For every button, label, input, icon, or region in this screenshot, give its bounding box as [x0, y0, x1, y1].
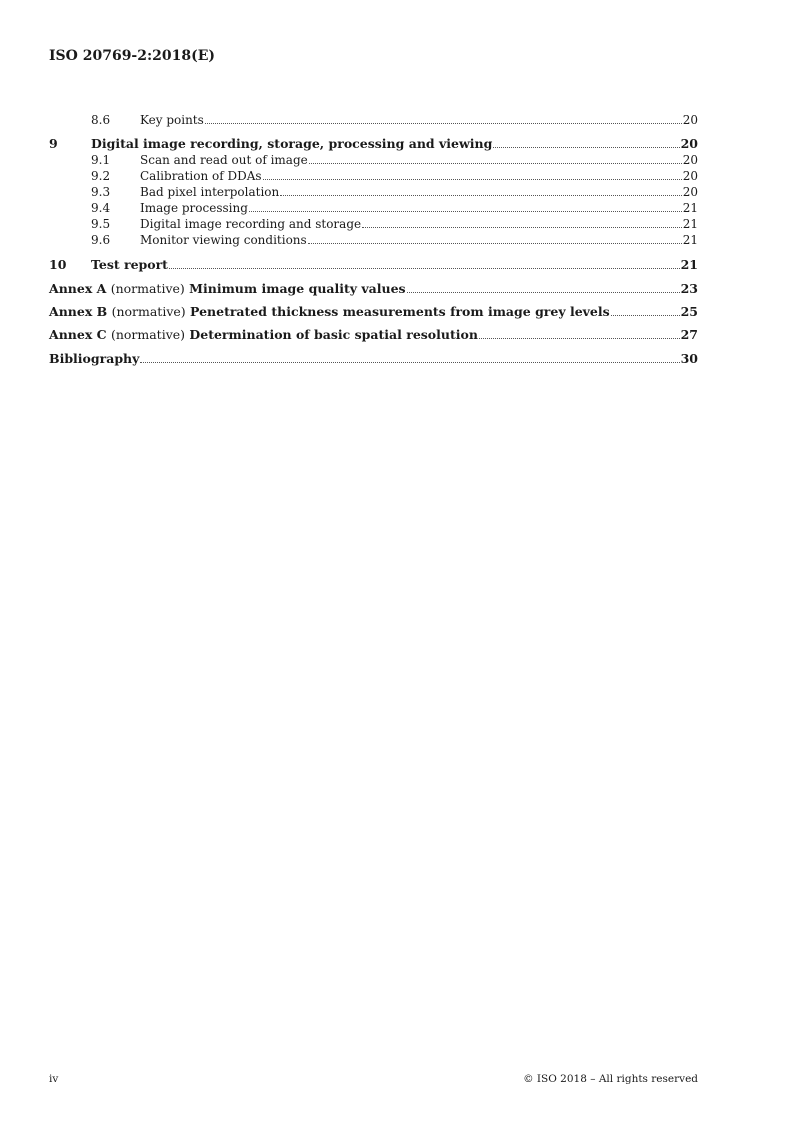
toc-page: 20 [682, 169, 698, 183]
toc-page: 20 [680, 136, 698, 151]
dot-leader [204, 123, 682, 124]
toc-entry-annex-a[interactable]: Annex A (normative) Minimum image qualit… [49, 281, 698, 296]
footer-page-number: iv [49, 1073, 59, 1085]
annex-label: Annex B [49, 304, 108, 319]
toc-entry[interactable]: 9.1 Scan and read out of image 20 [49, 153, 698, 168]
toc-entry[interactable]: 9.4 Image processing 21 [49, 201, 698, 216]
toc-number: 9.6 [91, 233, 111, 247]
toc-entry-annex-b[interactable]: Annex B (normative) Penetrated thickness… [49, 304, 698, 319]
toc-entry[interactable]: 9.2 Calibration of DDAs 20 [49, 169, 698, 184]
toc-page: 21 [682, 201, 698, 215]
toc-title: Monitor viewing conditions [140, 233, 307, 247]
toc-number: 9.4 [91, 201, 111, 215]
toc-entry[interactable]: 9.5 Digital image recording and storage 21 [49, 217, 698, 232]
toc-number: 9.5 [91, 217, 111, 231]
annex-title: Penetrated thickness measurements from i… [190, 304, 610, 319]
dot-leader [307, 243, 682, 244]
toc-title: Digital image recording, storage, proces… [91, 136, 493, 151]
toc-entry[interactable]: 8.6 Key points 20 [49, 113, 698, 128]
toc-title: Test report [91, 257, 168, 272]
toc-title: Key points [140, 113, 204, 127]
dot-leader [168, 268, 680, 269]
toc-page: 20 [682, 113, 698, 127]
annex-title: Minimum image quality values [189, 281, 406, 296]
toc-page: 30 [680, 351, 698, 366]
toc-entry[interactable]: 10 Test report 21 [49, 257, 698, 272]
toc-title: Annex A (normative) Minimum image qualit… [49, 281, 406, 296]
toc-number: 10 [49, 257, 67, 272]
toc-page: 20 [682, 185, 698, 199]
footer-copyright: © ISO 2018 – All rights reserved [523, 1073, 698, 1085]
toc-page: 27 [680, 327, 698, 342]
toc-entry[interactable]: 9 Digital image recording, storage, proce… [49, 136, 698, 151]
dot-leader [406, 292, 680, 293]
toc-page: 23 [680, 281, 698, 296]
toc-number: 9.1 [91, 153, 111, 167]
dot-leader [140, 362, 680, 363]
dot-leader [493, 147, 680, 148]
dot-leader [478, 338, 680, 339]
toc-entry[interactable]: 9.3 Bad pixel interpolation 20 [49, 185, 698, 200]
annex-note: (normative) [111, 304, 186, 319]
toc-page: 21 [682, 217, 698, 231]
annex-label: Annex A [49, 281, 107, 296]
toc-page: 20 [682, 153, 698, 167]
annex-note: (normative) [110, 327, 186, 342]
toc-page: 21 [680, 257, 698, 272]
dot-leader [610, 315, 680, 316]
toc-title: Annex B (normative) Penetrated thickness… [49, 304, 610, 319]
toc-title: Bibliography [49, 351, 140, 366]
toc-number: 9 [49, 136, 58, 151]
toc-title: Annex C (normative) Determination of bas… [49, 327, 478, 342]
dot-leader [262, 179, 682, 180]
toc-title: Digital image recording and storage [140, 217, 362, 231]
toc-entry-bibliography[interactable]: Bibliography 30 [49, 351, 698, 366]
toc-title: Bad pixel interpolation [140, 185, 280, 199]
toc-title: Image processing [140, 201, 248, 215]
toc-title: Scan and read out of image [140, 153, 308, 167]
toc-number: 8.6 [91, 113, 111, 127]
toc-entry[interactable]: 9.6 Monitor viewing conditions 21 [49, 233, 698, 248]
toc-page: 25 [680, 304, 698, 319]
dot-leader [248, 211, 682, 212]
dot-leader [362, 227, 682, 228]
document-header: ISO 20769-2:2018(E) [49, 48, 216, 64]
dot-leader [280, 195, 682, 196]
toc-number: 9.2 [91, 169, 111, 183]
toc-title: Calibration of DDAs [140, 169, 262, 183]
annex-label: Annex C [49, 327, 107, 342]
dot-leader [308, 163, 682, 164]
toc-page: 21 [682, 233, 698, 247]
toc-number: 9.3 [91, 185, 111, 199]
annex-note: (normative) [110, 281, 185, 296]
toc-entry-annex-c[interactable]: Annex C (normative) Determination of bas… [49, 327, 698, 342]
annex-title: Determination of basic spatial resolutio… [189, 327, 478, 342]
